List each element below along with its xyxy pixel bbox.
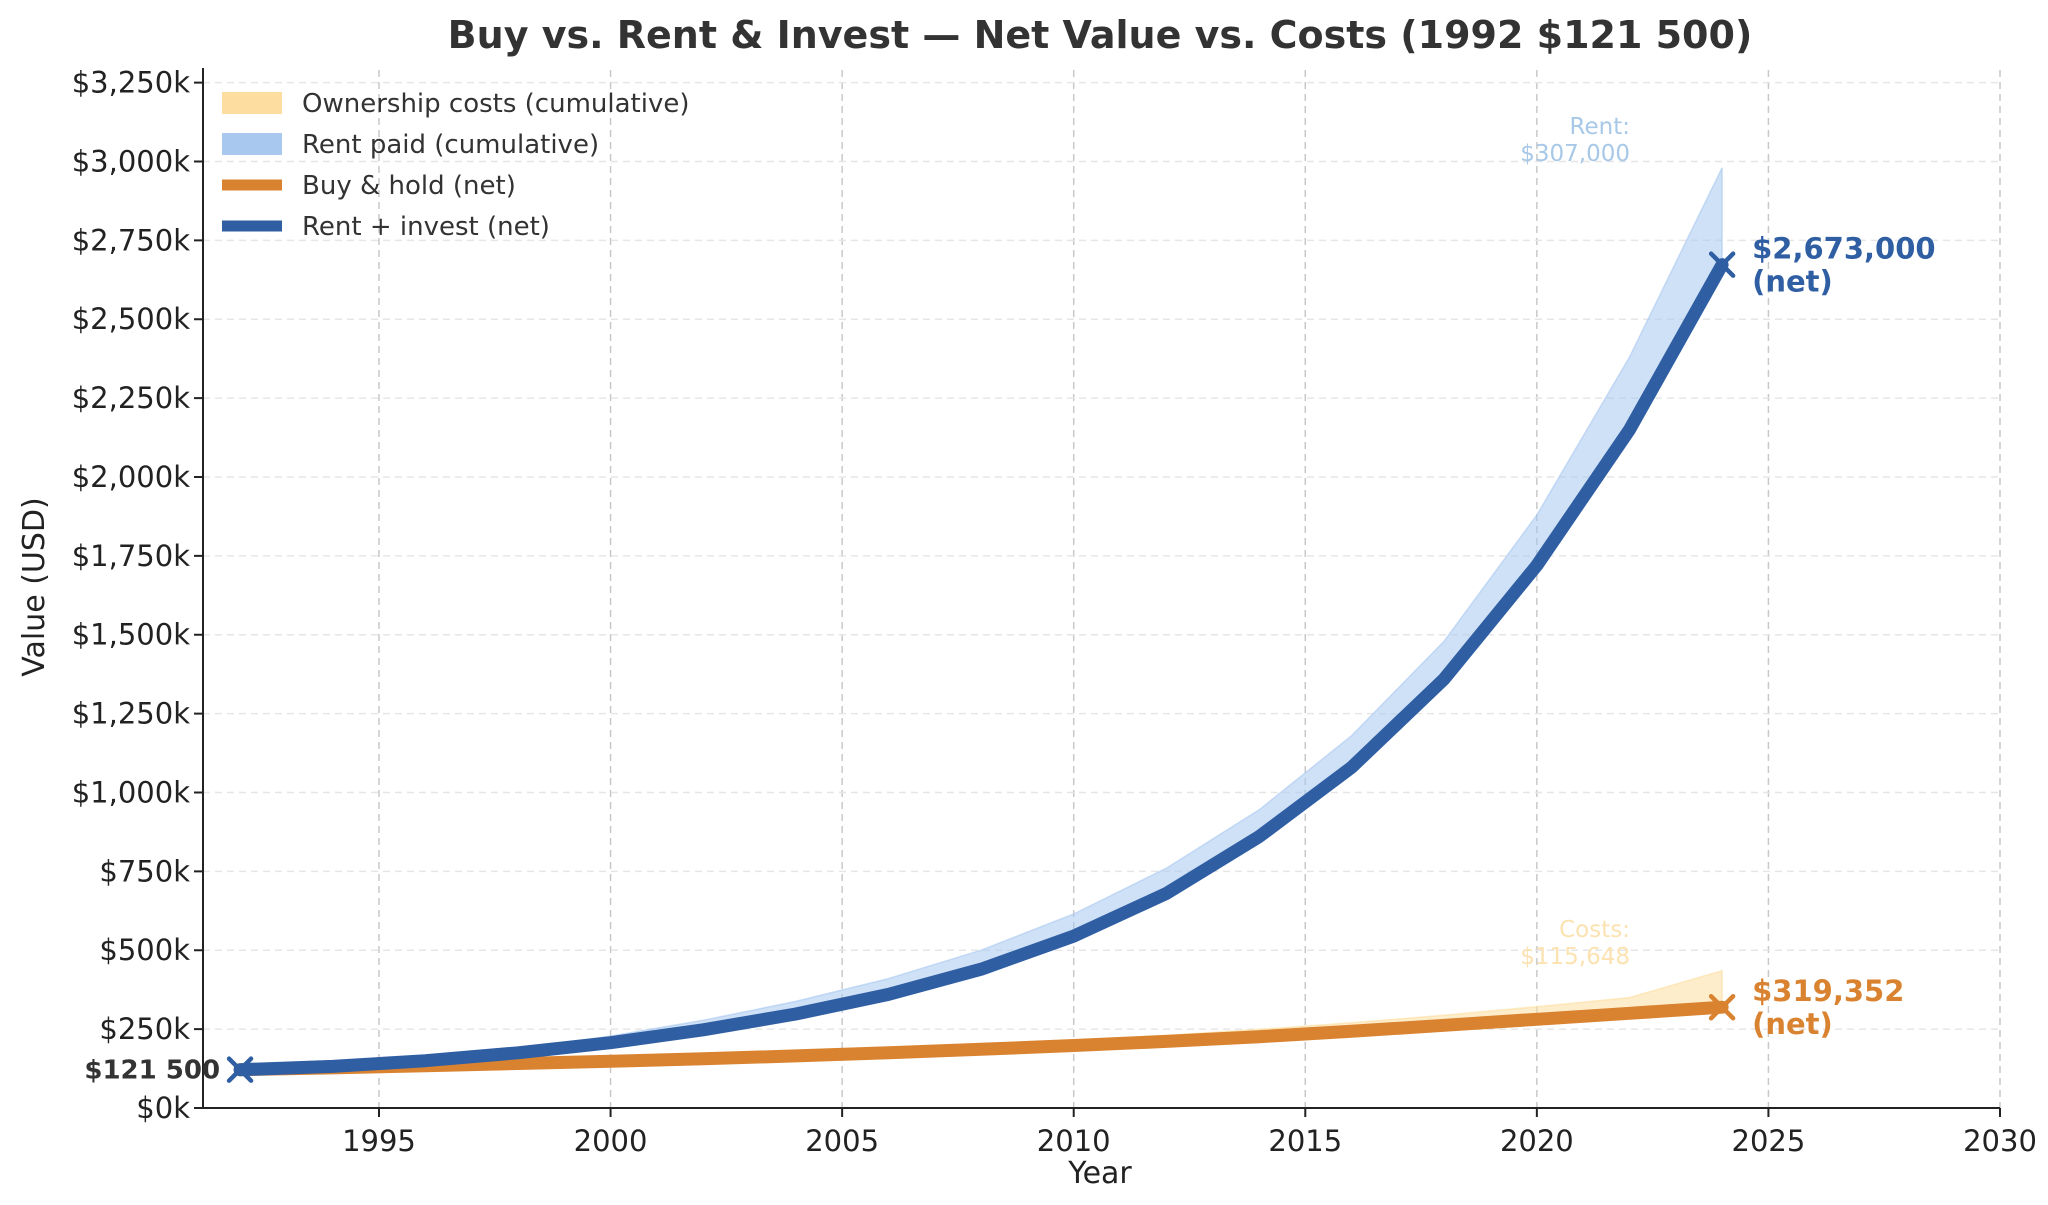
y-tick-label: $1,500k	[72, 618, 190, 652]
y-tick-label: $3,250k	[72, 66, 190, 100]
x-tick-label: 2005	[805, 1124, 879, 1158]
legend-label-buy-hold-net: Buy & hold (net)	[302, 171, 516, 201]
buy-hold-net-line	[233, 1000, 1729, 1077]
y-tick-label: $2,500k	[72, 302, 190, 336]
buy-end-marker	[1708, 993, 1736, 1021]
rent-end-marker	[1708, 251, 1736, 278]
rent-note-line1: Rent:	[1570, 114, 1630, 140]
buy-end-sub-label: (net)	[1752, 1007, 1833, 1041]
buy-end-value-label: $319,352	[1752, 974, 1904, 1008]
x-tick-label: 1995	[342, 1124, 416, 1158]
series-lines	[233, 258, 1729, 1077]
legend-swatch-rent-paid-cumulative	[222, 133, 282, 155]
y-tick-label: $0k	[136, 1091, 190, 1125]
y-axis-label: Value (USD)	[17, 497, 52, 676]
y-tick-label: $2,000k	[72, 460, 190, 494]
y-tick-label: $1,250k	[72, 697, 190, 731]
y-tick-label: $2,750k	[72, 223, 190, 257]
x-tick-label: 2000	[574, 1124, 648, 1158]
legend-label-rent-paid-cumulative: Rent paid (cumulative)	[302, 130, 599, 160]
y-tick-label: $3,000k	[72, 144, 190, 178]
y-tick-label: $1,750k	[72, 539, 190, 573]
chart-title: Buy vs. Rent & Invest — Net Value vs. Co…	[448, 13, 1753, 57]
grid	[203, 70, 2001, 1109]
tick-labels: 1995 2000 2005 2010 2015 2020 2025 2030 $0k $250k…	[72, 66, 2037, 1158]
x-axis-label: Year	[1067, 1156, 1132, 1191]
y-tick-label: $750k	[99, 854, 190, 888]
cost-note-line2: $115,648	[1520, 944, 1630, 970]
x-tick-label: 2030	[1963, 1124, 2037, 1158]
rent-note-line2: $307,000	[1520, 141, 1630, 167]
legend: Ownership costs (cumulative) Rent paid (c…	[222, 89, 690, 242]
y-tick-label: $2,250k	[72, 381, 190, 415]
y-tick-label: $500k	[99, 933, 190, 967]
x-tick-label: 2020	[1500, 1124, 1574, 1158]
y-tick-label: $250k	[99, 1012, 190, 1046]
x-tick-label: 2025	[1732, 1124, 1806, 1158]
annotations: $121 500$2,673,000(net)$319,352(net)Rent…	[84, 114, 1935, 1086]
rent-end-value-label: $2,673,000	[1752, 232, 1935, 266]
start-value-label: $121 500	[84, 1056, 220, 1086]
x-tick-label: 2015	[1268, 1124, 1342, 1158]
legend-label-ownership-costs-cumulative: Ownership costs (cumulative)	[302, 89, 690, 119]
start-marker	[226, 1056, 254, 1083]
legend-label-rent-invest-net: Rent + invest (net)	[302, 212, 550, 242]
cost-note-line1: Costs:	[1559, 917, 1630, 943]
x-tick-label: 2010	[1037, 1124, 1111, 1158]
y-tick-label: $1,000k	[72, 775, 190, 809]
rent-end-sub-label: (net)	[1752, 265, 1833, 299]
legend-swatch-ownership-costs-cumulative	[222, 92, 282, 114]
rent-invest-net-line	[233, 258, 1729, 1077]
